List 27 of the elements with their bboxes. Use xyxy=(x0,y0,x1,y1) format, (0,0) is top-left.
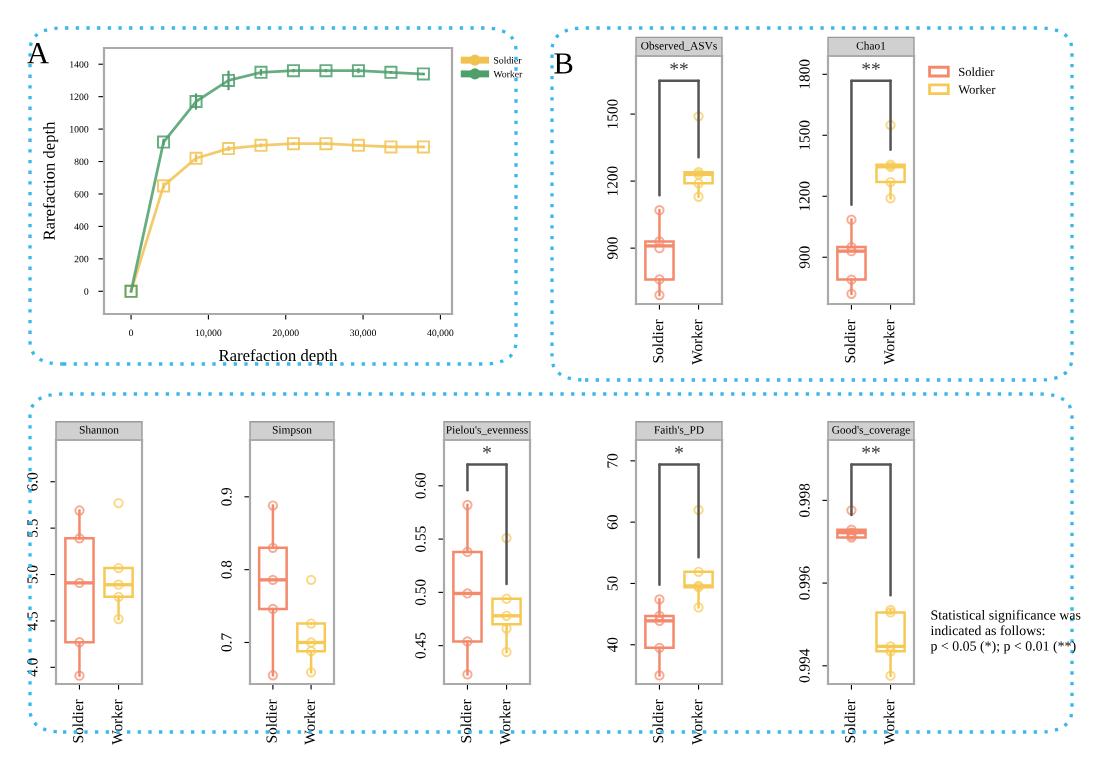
point xyxy=(319,137,333,151)
text: B xyxy=(554,53,573,74)
point xyxy=(351,138,365,152)
point xyxy=(189,151,203,165)
annotation: ** xyxy=(862,62,880,70)
y-axis-title: Rarefaction depth xyxy=(42,121,59,240)
point xyxy=(221,73,236,87)
point xyxy=(157,179,171,193)
annotation: ** xyxy=(670,62,688,70)
chart-title: A xyxy=(27,43,49,64)
point xyxy=(416,67,430,81)
point xyxy=(286,137,300,151)
annotation: ** xyxy=(862,446,880,454)
point xyxy=(254,138,268,152)
point xyxy=(254,65,268,79)
point xyxy=(416,140,430,154)
annotation: * xyxy=(483,446,491,454)
point xyxy=(286,64,300,78)
x-axis-title: Rarefaction depth xyxy=(219,349,338,365)
point xyxy=(384,140,398,154)
point xyxy=(157,135,171,149)
point xyxy=(351,64,365,78)
point xyxy=(189,95,203,109)
annotation: * xyxy=(675,446,683,454)
point xyxy=(221,142,236,156)
point xyxy=(384,65,398,79)
point xyxy=(319,64,333,78)
